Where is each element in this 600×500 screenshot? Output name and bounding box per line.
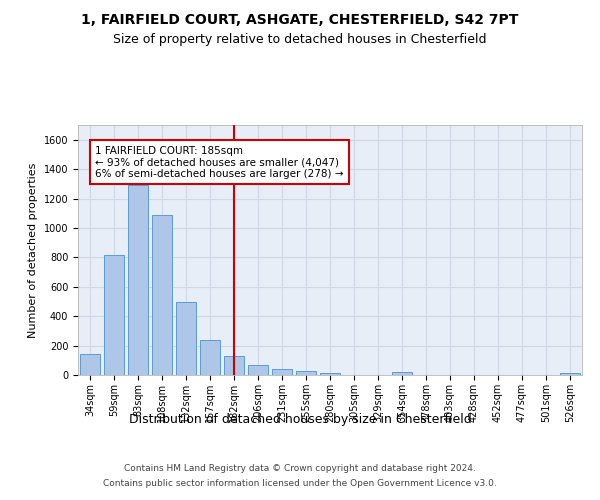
Bar xyxy=(80,354,100,375)
Text: Size of property relative to detached houses in Chesterfield: Size of property relative to detached ho… xyxy=(113,32,487,46)
Text: Contains HM Land Registry data © Crown copyright and database right 2024.: Contains HM Land Registry data © Crown c… xyxy=(124,464,476,473)
Bar xyxy=(152,214,172,375)
Text: Contains public sector information licensed under the Open Government Licence v3: Contains public sector information licen… xyxy=(103,478,497,488)
Bar xyxy=(296,371,316,375)
Bar xyxy=(272,370,292,375)
Bar xyxy=(248,366,268,375)
Bar xyxy=(320,373,340,375)
Bar xyxy=(224,356,244,375)
Bar xyxy=(200,340,220,375)
Bar xyxy=(128,184,148,375)
Y-axis label: Number of detached properties: Number of detached properties xyxy=(28,162,38,338)
Bar xyxy=(104,255,124,375)
Bar xyxy=(560,373,580,375)
Bar xyxy=(176,302,196,375)
Text: 1, FAIRFIELD COURT, ASHGATE, CHESTERFIELD, S42 7PT: 1, FAIRFIELD COURT, ASHGATE, CHESTERFIEL… xyxy=(82,12,518,26)
Text: Distribution of detached houses by size in Chesterfield: Distribution of detached houses by size … xyxy=(128,412,472,426)
Bar xyxy=(392,372,412,375)
Text: 1 FAIRFIELD COURT: 185sqm
← 93% of detached houses are smaller (4,047)
6% of sem: 1 FAIRFIELD COURT: 185sqm ← 93% of detac… xyxy=(95,146,344,179)
